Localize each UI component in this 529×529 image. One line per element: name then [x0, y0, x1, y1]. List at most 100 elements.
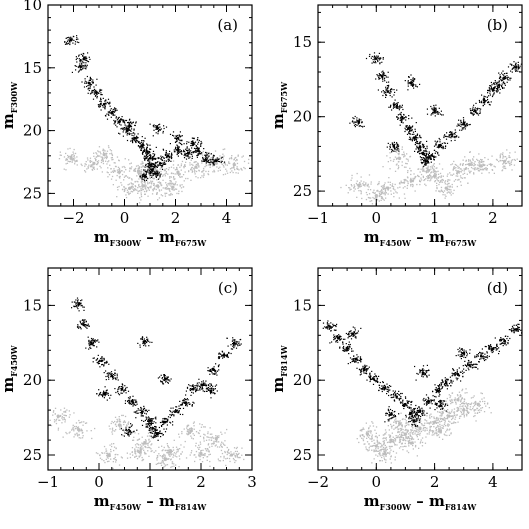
field-star-dot — [175, 169, 176, 170]
cluster-star-dot — [401, 115, 402, 116]
cluster-star-dot — [146, 154, 147, 155]
field-star-dot — [393, 196, 394, 197]
field-star-dot — [389, 168, 390, 169]
cluster-star-dot — [78, 56, 79, 57]
field-star-dot — [194, 161, 195, 162]
cluster-star-dot — [166, 160, 167, 161]
field-star-dot — [388, 177, 389, 178]
field-star-dot — [141, 169, 142, 170]
cluster-star-dot — [123, 128, 124, 129]
field-star-dot — [109, 174, 110, 175]
cluster-star-dot — [423, 147, 424, 148]
field-star-dot — [206, 440, 207, 441]
field-star-dot — [385, 194, 386, 195]
cluster-star-dot — [118, 133, 119, 134]
cluster-star-dot — [214, 366, 215, 367]
field-star-dot — [130, 453, 131, 454]
field-star-dot — [163, 174, 164, 175]
field-star-dot — [115, 457, 116, 458]
field-star-dot — [206, 436, 207, 437]
cluster-star-dot — [407, 125, 408, 126]
cluster-star-dot — [157, 175, 158, 176]
cluster-star-dot — [149, 162, 150, 163]
cluster-star-dot — [192, 385, 193, 386]
cluster-star-dot — [218, 366, 219, 367]
field-star-dot — [176, 167, 177, 168]
cluster-star-dot — [479, 102, 480, 103]
cluster-star-dot — [211, 153, 212, 154]
field-star-dot — [500, 157, 501, 158]
field-star-dot — [156, 193, 157, 194]
field-star-dot — [133, 437, 134, 438]
cluster-star-dot — [128, 391, 129, 392]
cluster-star-dot — [115, 125, 116, 126]
cluster-star-dot — [475, 103, 476, 104]
cluster-star-dot — [496, 84, 497, 85]
field-star-dot — [449, 186, 450, 187]
cluster-star-dot — [439, 141, 440, 142]
field-star-dot — [453, 161, 454, 162]
field-star-dot — [234, 169, 235, 170]
cluster-star-dot — [111, 371, 112, 372]
field-star-dot — [87, 157, 88, 158]
field-star-dot — [462, 178, 463, 179]
field-star-dot — [74, 160, 75, 161]
cluster-star-dot — [218, 369, 219, 370]
field-star-dot — [410, 185, 411, 186]
field-star-dot — [63, 437, 64, 438]
cluster-star-dot — [382, 81, 383, 82]
cluster-star-dot — [152, 430, 153, 431]
field-star-dot — [203, 457, 204, 458]
field-star-dot — [164, 193, 165, 194]
cluster-star-dot — [129, 398, 130, 399]
cluster-star-dot — [356, 121, 357, 122]
cluster-star-dot — [77, 58, 78, 59]
cluster-star-dot — [507, 82, 508, 83]
cluster-star-dot — [349, 123, 350, 124]
cluster-star-dot — [476, 108, 477, 109]
cluster-star-dot — [408, 132, 409, 133]
field-star-point — [357, 184, 360, 187]
field-star-dot — [130, 457, 131, 458]
cluster-star-dot — [196, 389, 197, 390]
field-star-dot — [441, 190, 442, 191]
field-star-dot — [482, 164, 483, 165]
cluster-star-dot — [163, 125, 164, 126]
field-star-dot — [184, 428, 185, 429]
cluster-star-dot — [385, 97, 386, 98]
field-star-dot — [466, 167, 467, 168]
cluster-star-dot — [83, 310, 84, 311]
field-star-dot — [241, 455, 242, 456]
field-star-dot — [106, 156, 107, 157]
field-star-dot — [399, 183, 400, 184]
field-star-dot — [178, 164, 179, 165]
field-star-dot — [187, 434, 188, 435]
cluster-star-dot — [129, 134, 130, 135]
field-star-dot — [436, 174, 437, 175]
field-star-dot — [191, 160, 192, 161]
field-star-dot — [161, 456, 162, 457]
cluster-star-dot — [128, 397, 129, 398]
cluster-star-dot — [64, 42, 65, 43]
cluster-star-dot — [501, 85, 502, 86]
field-star-dot — [216, 444, 217, 445]
field-star-dot — [484, 157, 485, 158]
field-star-dot — [169, 184, 170, 185]
cluster-star-point — [492, 89, 495, 92]
field-star-dot — [161, 446, 162, 447]
field-star-dot — [192, 428, 193, 429]
cluster-star-dot — [171, 154, 172, 155]
field-star-dot — [223, 158, 224, 159]
cluster-star-dot — [405, 80, 406, 81]
field-star-dot — [359, 182, 360, 183]
field-star-dot — [199, 430, 200, 431]
cluster-star-dot — [84, 57, 85, 58]
cluster-star-dot — [96, 79, 97, 80]
field-star-dot — [172, 194, 173, 195]
cluster-star-dot — [396, 90, 397, 91]
field-star-dot — [192, 172, 193, 173]
field-star-dot — [399, 197, 400, 198]
field-star-dot — [170, 183, 171, 184]
field-star-dot — [117, 187, 118, 188]
field-star-dot — [198, 432, 199, 433]
